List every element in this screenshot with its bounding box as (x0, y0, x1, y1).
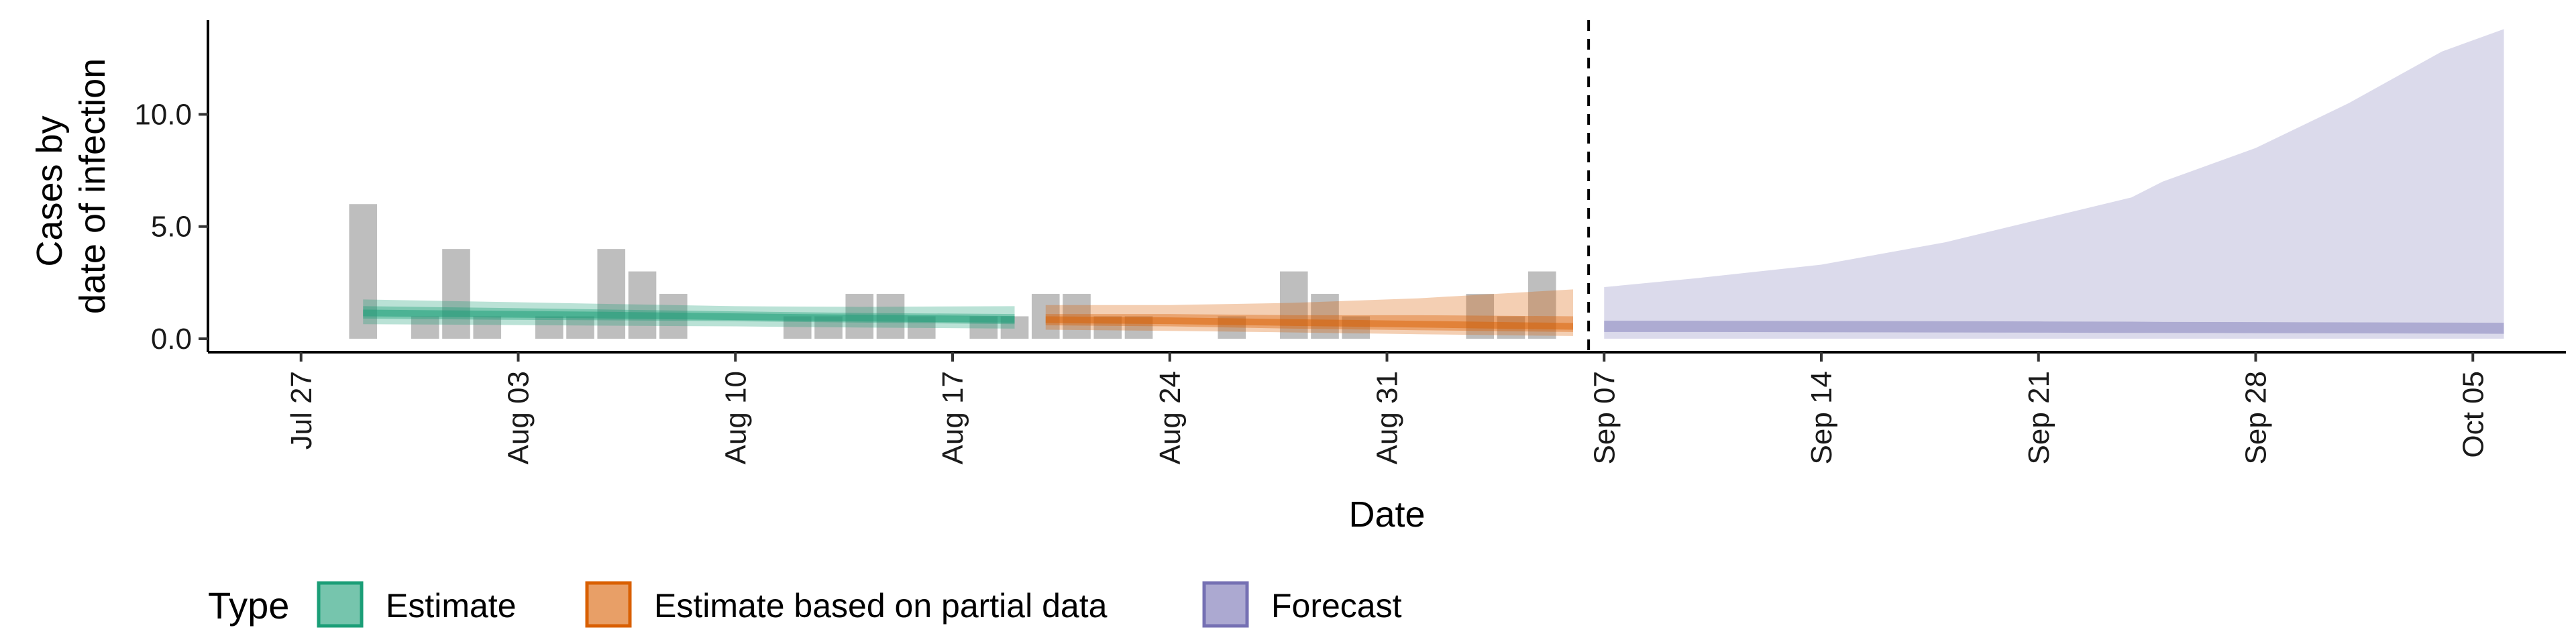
case-bar (597, 249, 626, 339)
case-bar (566, 316, 594, 339)
case-bar (628, 271, 657, 339)
legend-title: Type (208, 584, 289, 627)
legend-swatch-3 (1202, 581, 1249, 628)
estimate-bands (363, 29, 2504, 339)
x-tick-label: Jul 27 (285, 371, 318, 449)
case-bar (1279, 271, 1308, 339)
x-tick-label: Aug 03 (502, 371, 535, 464)
case-bar (1311, 294, 1339, 339)
band-outer-3 (1604, 29, 2504, 339)
case-bar (1063, 294, 1091, 339)
case-bar (411, 316, 439, 339)
y-tick-label: 0.0 (151, 323, 192, 356)
legend-swatch-1 (317, 581, 364, 628)
legend-label-1: Estimate (386, 587, 517, 625)
x-tick-label: Aug 31 (1371, 371, 1404, 464)
legend-swatch-2 (585, 581, 632, 628)
case-bar (442, 249, 470, 339)
y-ticks: 0.0 5.0 10.0 (134, 98, 208, 356)
x-ticks: Jul 27 Aug 03 Aug 10 Aug 17 Aug 24 Aug 31 Sep … (285, 352, 2489, 464)
case-bar (535, 316, 564, 339)
median-line-2 (1045, 316, 1574, 330)
legend-label-2: Estimate based on partial data (654, 587, 1108, 625)
band-inner-3 (1604, 321, 2504, 334)
y-axis-title-line-1: Cases by (30, 115, 70, 266)
case-bar (473, 316, 502, 339)
y-axis-title: Cases by date of infection (30, 58, 113, 314)
x-tick-label: Aug 17 (936, 371, 969, 464)
x-tick-label: Sep 14 (1805, 371, 1838, 464)
x-tick-label: Aug 24 (1154, 371, 1187, 464)
y-tick-label: 10.0 (134, 98, 192, 131)
y-axis-title-line-2: date of infection (72, 58, 113, 314)
legend-label-3: Forecast (1271, 587, 1402, 625)
legend: Type Estimate Estimate based on partial d… (208, 581, 1402, 628)
x-tick-label: Oct 05 (2457, 371, 2489, 458)
x-tick-label: Sep 07 (1588, 371, 1621, 464)
x-tick-label: Sep 28 (2240, 371, 2273, 464)
x-tick-label: Sep 21 (2023, 371, 2055, 464)
y-tick-label: 5.0 (151, 211, 192, 244)
x-tick-label: Aug 10 (719, 371, 752, 464)
x-axis-title: Date (1348, 494, 1425, 535)
case-bar (1031, 294, 1060, 339)
median-line-1 (363, 309, 1015, 323)
case-bar (1466, 294, 1495, 339)
